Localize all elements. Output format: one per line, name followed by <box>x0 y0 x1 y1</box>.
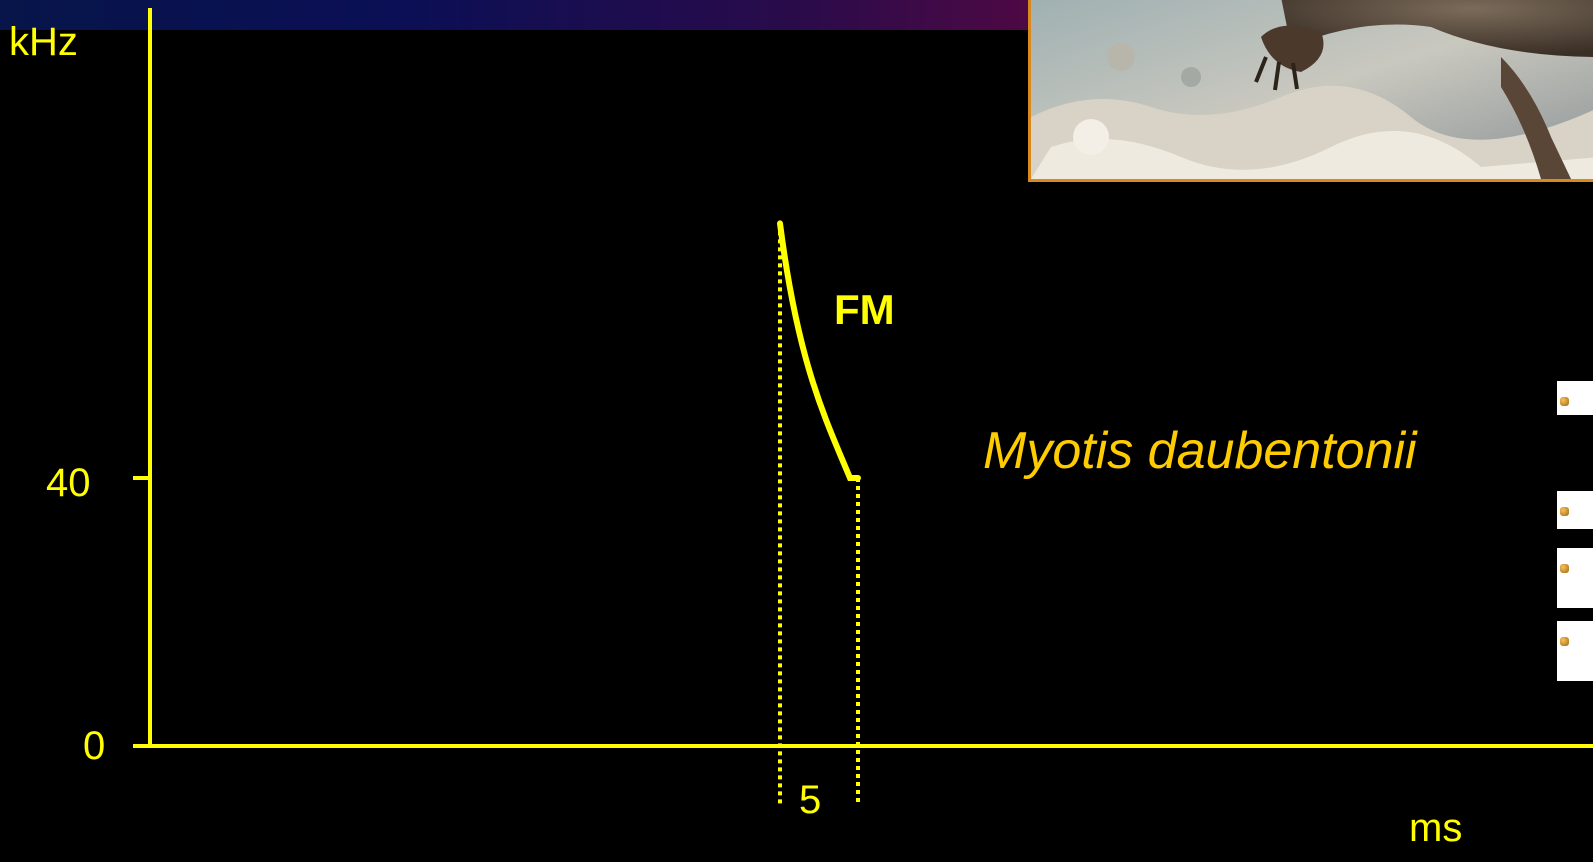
bat-photo-illustration <box>1031 0 1593 179</box>
x-axis-unit-label: ms <box>1409 806 1463 850</box>
side-bullet-4 <box>1557 621 1593 681</box>
side-bullet-1 <box>1557 381 1593 415</box>
y-tick-label-40: 40 <box>46 461 91 505</box>
bullet-icon <box>1560 507 1569 516</box>
x-tick-label-5: 5 <box>799 778 822 822</box>
side-bullet-3 <box>1557 548 1593 608</box>
side-bullet-2 <box>1557 491 1593 529</box>
bullet-icon <box>1560 637 1569 646</box>
fm-annotation: FM <box>834 286 895 333</box>
y-tick-label-0: 0 <box>83 724 106 768</box>
species-name: Myotis daubentonii <box>983 422 1417 480</box>
y-axis-unit-label: kHz <box>9 20 78 64</box>
bullet-icon <box>1560 397 1569 406</box>
bullet-icon <box>1560 564 1569 573</box>
fm-call-curve <box>777 220 861 481</box>
bat-photo <box>1028 0 1593 182</box>
